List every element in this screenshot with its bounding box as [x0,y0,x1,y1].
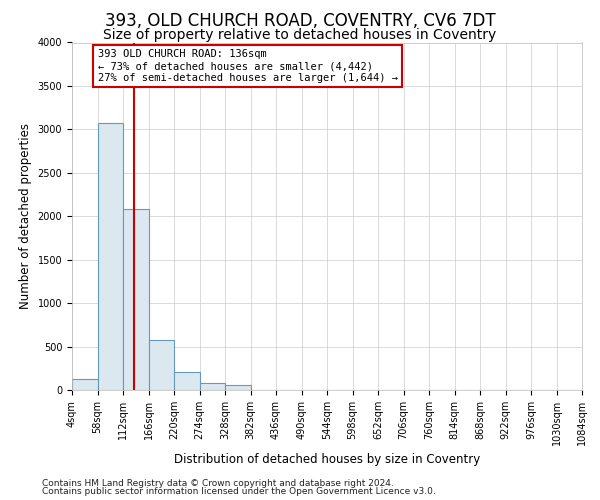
Bar [72,378,97,390]
Bar [97,124,123,390]
Text: Contains HM Land Registry data © Crown copyright and database right 2024.: Contains HM Land Registry data © Crown c… [42,478,394,488]
Bar [123,210,149,390]
Bar [149,340,174,390]
Text: Contains public sector information licensed under the Open Government Licence v3: Contains public sector information licen… [42,488,436,496]
Text: Size of property relative to detached houses in Coventry: Size of property relative to detached ho… [103,28,497,42]
X-axis label: Distribution of detached houses by size in Coventry: Distribution of detached houses by size … [174,454,480,466]
Y-axis label: Number of detached properties: Number of detached properties [19,123,32,309]
Text: 393, OLD CHURCH ROAD, COVENTRY, CV6 7DT: 393, OLD CHURCH ROAD, COVENTRY, CV6 7DT [104,12,496,30]
Bar [174,372,199,390]
Text: 393 OLD CHURCH ROAD: 136sqm
← 73% of detached houses are smaller (4,442)
27% of : 393 OLD CHURCH ROAD: 136sqm ← 73% of det… [97,50,398,82]
Bar [200,383,225,390]
Bar [225,385,251,390]
